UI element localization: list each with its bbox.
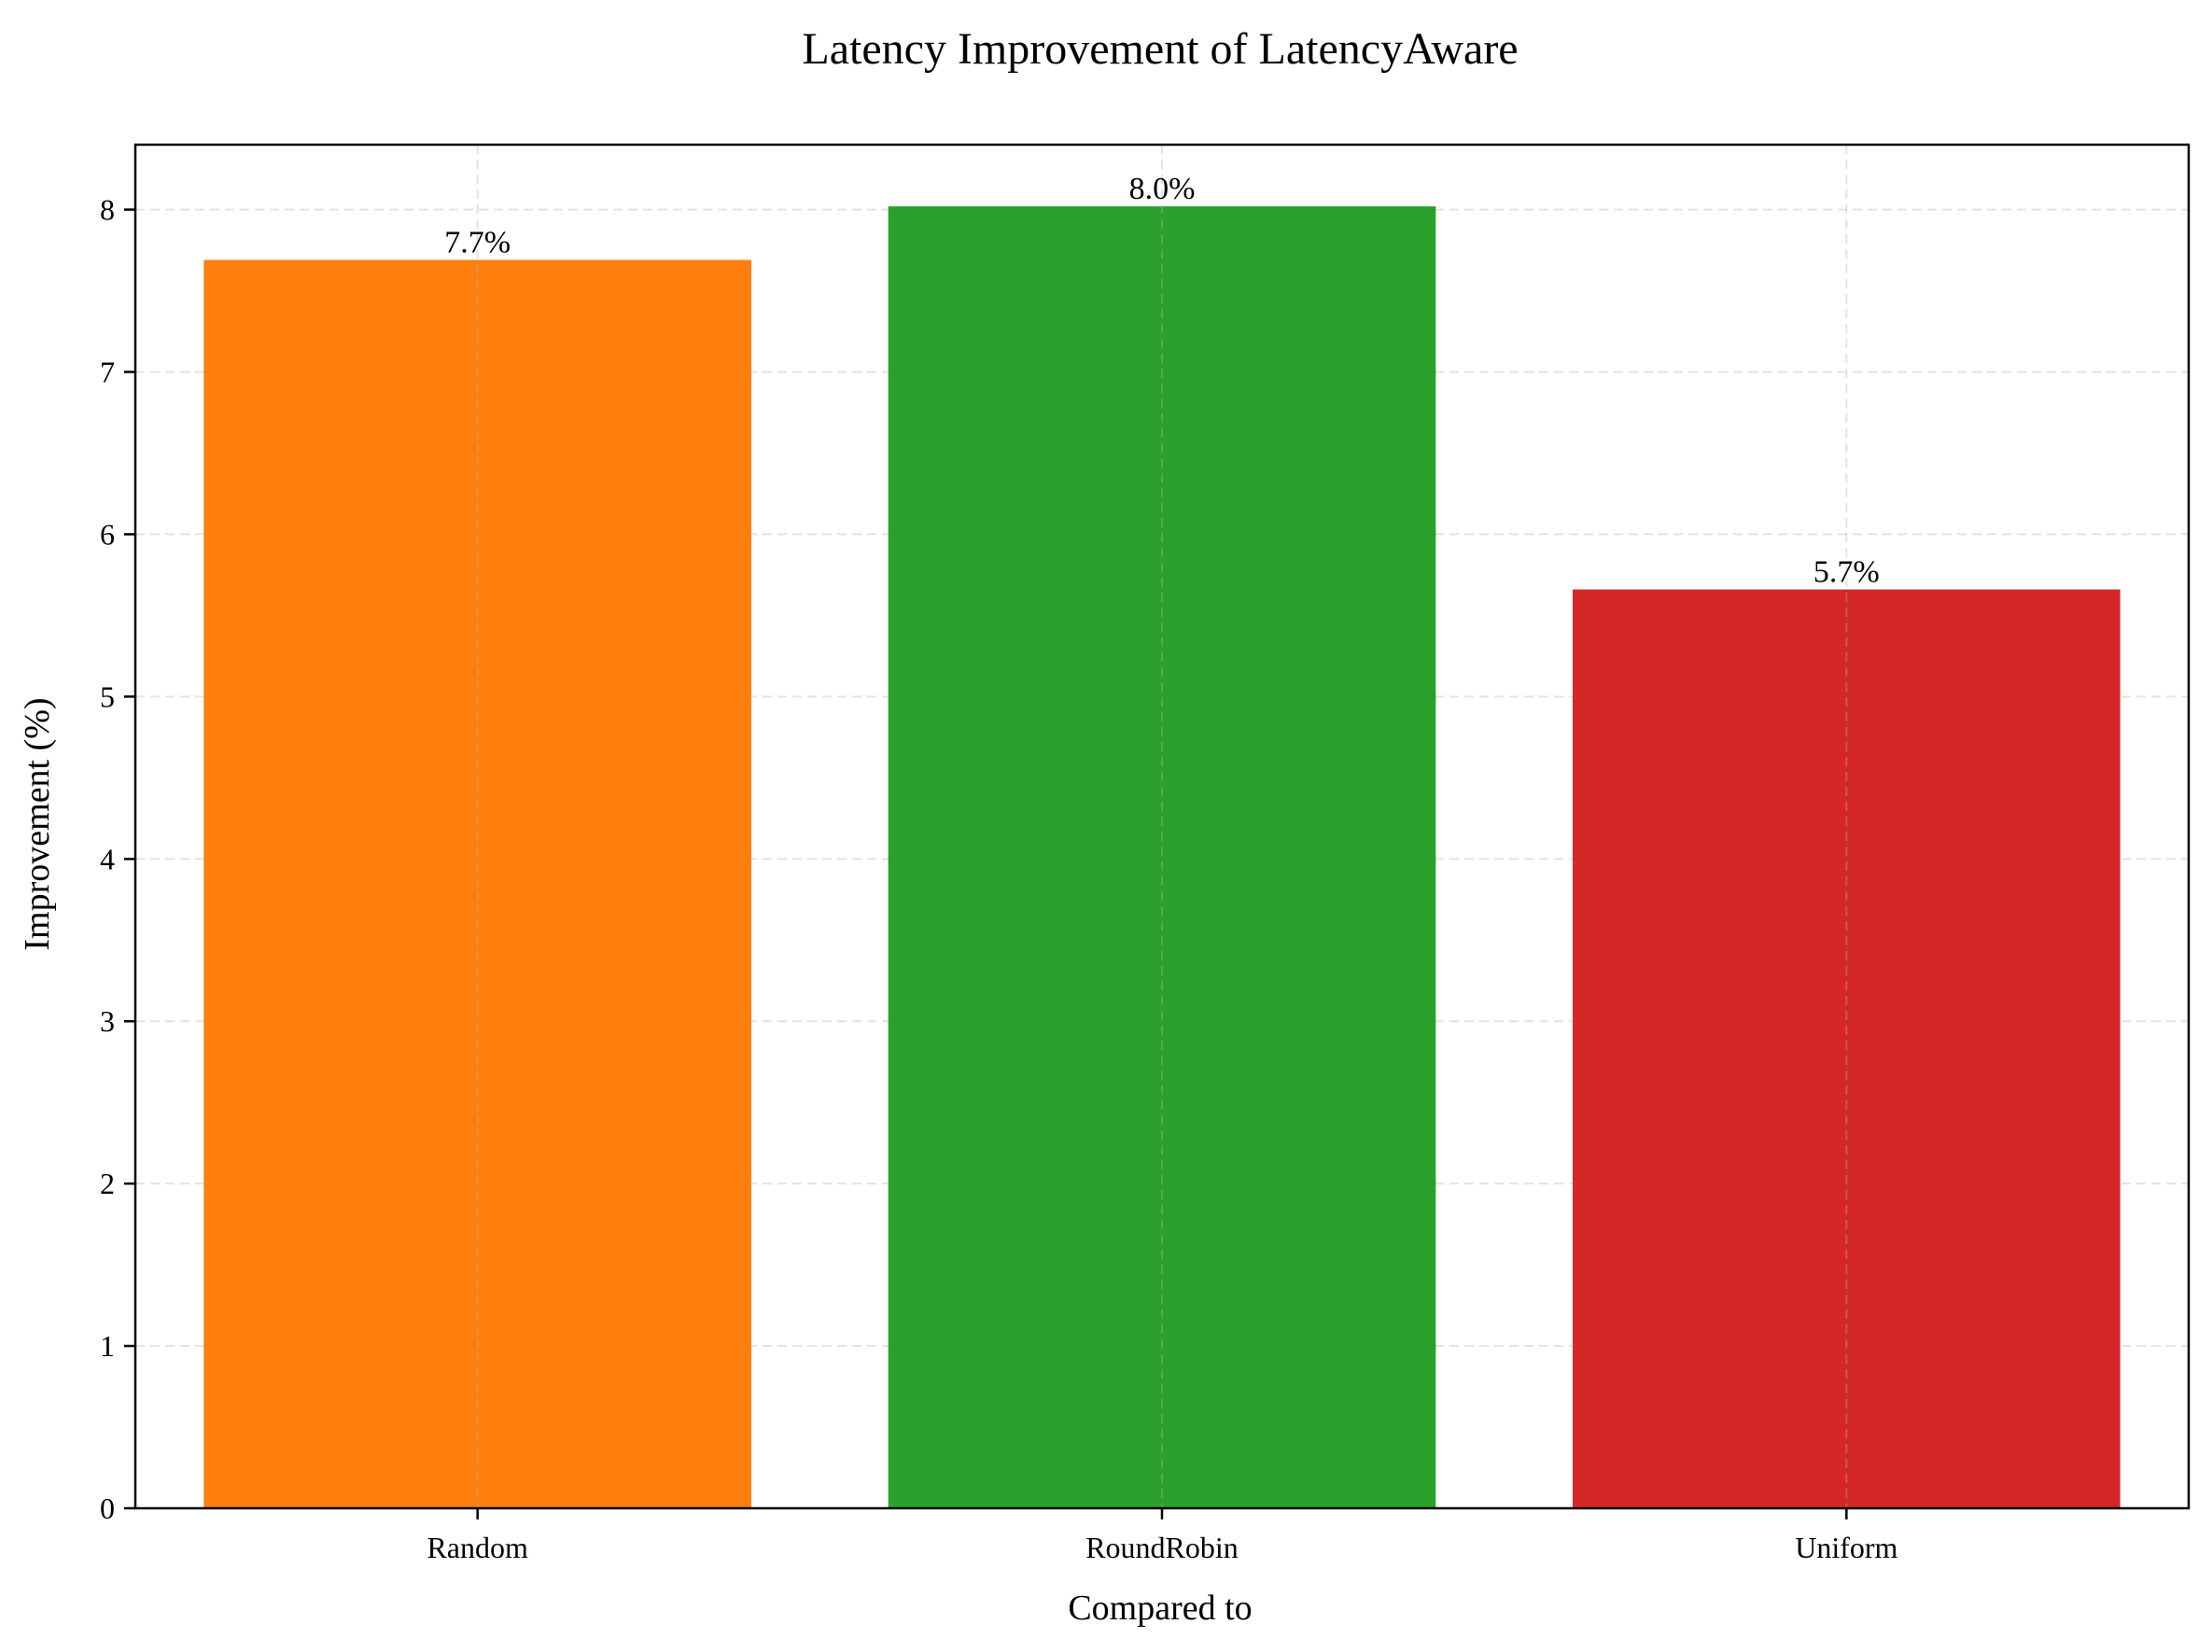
x-axis-ticks: Random RoundRobin Uniform xyxy=(427,1508,1898,1564)
y-tick-label: 4 xyxy=(100,842,115,875)
y-tick-label: 6 xyxy=(100,517,115,551)
chart-title: Latency Improvement of LatencyAware xyxy=(802,24,1518,74)
data-labels: 7.7% 8.0% 5.7% xyxy=(444,172,1879,589)
x-tick-label: Uniform xyxy=(1795,1531,1897,1564)
data-label-random: 7.7% xyxy=(444,225,511,259)
y-tick-label: 5 xyxy=(100,679,115,713)
y-tick-label: 0 xyxy=(100,1491,115,1525)
y-tick-label: 7 xyxy=(100,356,115,389)
bar-roundrobin xyxy=(888,206,1436,1508)
bar-uniform xyxy=(1573,589,2121,1508)
x-tick-label: RoundRobin xyxy=(1085,1531,1239,1564)
x-tick-label: Random xyxy=(427,1531,528,1564)
bar-random xyxy=(203,259,752,1509)
data-label-roundrobin: 8.0% xyxy=(1129,172,1196,206)
y-axis-label: Improvement (%) xyxy=(18,697,57,950)
y-tick-label: 1 xyxy=(100,1329,115,1363)
y-tick-label: 3 xyxy=(100,1004,115,1038)
vertical-grid-lines xyxy=(476,145,1848,1508)
x-axis-label: Compared to xyxy=(1068,1589,1252,1628)
y-tick-label: 2 xyxy=(100,1167,115,1200)
y-axis-ticks: 0 1 2 3 4 5 6 7 8 xyxy=(100,193,135,1525)
data-label-uniform: 5.7% xyxy=(1813,555,1880,590)
y-tick-label: 8 xyxy=(100,193,115,227)
bars xyxy=(203,206,2121,1509)
